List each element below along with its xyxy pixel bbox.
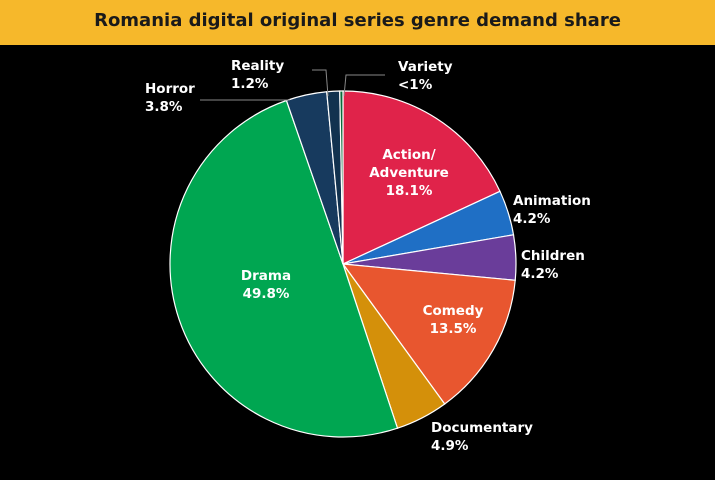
value-label: 4.2% bbox=[521, 266, 559, 282]
value-label: 4.2% bbox=[513, 211, 551, 227]
category-label: Documentary bbox=[431, 420, 533, 436]
slice-label: Documentary 4.9% bbox=[431, 419, 533, 455]
category-label: Children bbox=[521, 248, 585, 264]
value-label: 3.8% bbox=[145, 99, 183, 115]
slice-label: Comedy 13.5% bbox=[423, 302, 484, 338]
category-label: Drama bbox=[240, 268, 292, 284]
value-label: 13.5% bbox=[429, 321, 477, 337]
leader-line bbox=[312, 69, 329, 97]
category-label: Reality bbox=[231, 58, 285, 74]
slice-label: Animation 4.2% bbox=[513, 192, 591, 228]
slice-label: Variety <1% bbox=[398, 58, 453, 94]
slice-label: Action/ Adventure 18.1% bbox=[364, 146, 454, 200]
slice-label: Horror 3.8% bbox=[145, 80, 195, 116]
pie-slice bbox=[169, 99, 399, 438]
slice-label: Reality 1.2% bbox=[231, 57, 284, 93]
pie-slice bbox=[339, 90, 344, 265]
value-label: 1.2% bbox=[231, 76, 269, 92]
leader-line bbox=[343, 74, 385, 97]
value-label: <1% bbox=[398, 77, 433, 93]
category-label: Horror bbox=[145, 81, 195, 97]
slice-label: Drama 49.8% bbox=[241, 267, 291, 303]
category-label: Comedy bbox=[422, 303, 484, 319]
pie-slice bbox=[342, 90, 501, 265]
category-label: Variety bbox=[398, 59, 453, 75]
value-label: 18.1% bbox=[385, 183, 433, 199]
chart-title: Romania digital original series genre de… bbox=[94, 10, 621, 31]
value-label: 49.8% bbox=[242, 286, 290, 302]
pie-slice bbox=[341, 263, 516, 405]
category-label: Action/ Adventure bbox=[369, 147, 449, 181]
category-label: Animation bbox=[513, 193, 591, 209]
header-bar bbox=[0, 0, 715, 45]
value-label: 4.9% bbox=[431, 438, 469, 454]
slice-label: Children 4.2% bbox=[521, 247, 585, 283]
